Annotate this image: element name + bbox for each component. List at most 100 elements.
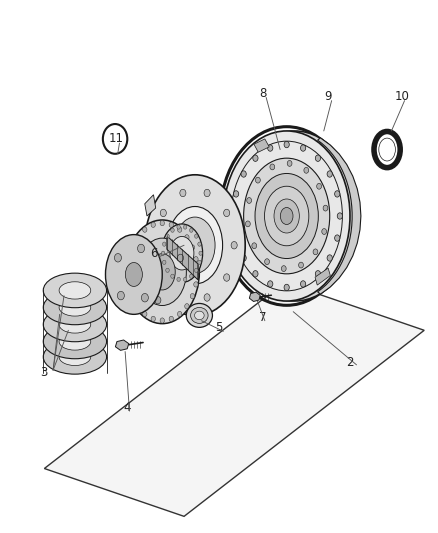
- Ellipse shape: [145, 175, 245, 316]
- Ellipse shape: [125, 220, 199, 324]
- Ellipse shape: [265, 186, 309, 246]
- Circle shape: [265, 259, 269, 264]
- Circle shape: [155, 296, 161, 304]
- Ellipse shape: [169, 222, 173, 228]
- Ellipse shape: [143, 227, 147, 232]
- Circle shape: [142, 251, 148, 258]
- Circle shape: [171, 274, 174, 278]
- Ellipse shape: [195, 269, 199, 274]
- Circle shape: [255, 177, 260, 183]
- Ellipse shape: [194, 282, 198, 287]
- Circle shape: [194, 268, 198, 272]
- Circle shape: [284, 284, 289, 290]
- Ellipse shape: [191, 308, 208, 324]
- Circle shape: [160, 274, 166, 281]
- Ellipse shape: [130, 245, 134, 250]
- Circle shape: [180, 189, 186, 197]
- Circle shape: [241, 255, 246, 261]
- Polygon shape: [249, 292, 260, 302]
- Circle shape: [177, 277, 180, 281]
- Ellipse shape: [167, 206, 223, 284]
- Circle shape: [287, 160, 292, 166]
- Polygon shape: [44, 282, 424, 516]
- Circle shape: [284, 141, 289, 148]
- Circle shape: [335, 235, 340, 241]
- Circle shape: [299, 262, 304, 268]
- Ellipse shape: [190, 245, 194, 250]
- Text: 10: 10: [395, 90, 410, 103]
- Ellipse shape: [130, 294, 134, 299]
- Circle shape: [162, 260, 166, 264]
- Circle shape: [204, 294, 210, 301]
- Ellipse shape: [149, 254, 175, 290]
- Ellipse shape: [170, 237, 194, 270]
- Circle shape: [233, 191, 239, 197]
- Polygon shape: [145, 195, 155, 216]
- Circle shape: [268, 281, 273, 287]
- Ellipse shape: [160, 318, 164, 323]
- Ellipse shape: [190, 294, 194, 299]
- Circle shape: [190, 228, 193, 232]
- Text: 11: 11: [109, 132, 124, 146]
- Circle shape: [253, 271, 258, 277]
- Ellipse shape: [59, 299, 91, 316]
- Ellipse shape: [138, 238, 186, 305]
- Circle shape: [247, 198, 251, 204]
- Circle shape: [300, 281, 306, 287]
- Circle shape: [177, 254, 184, 262]
- Circle shape: [315, 155, 321, 161]
- Ellipse shape: [379, 138, 396, 161]
- Text: 5: 5: [215, 321, 223, 334]
- Ellipse shape: [59, 333, 91, 350]
- Ellipse shape: [43, 290, 106, 325]
- Circle shape: [138, 244, 145, 253]
- Circle shape: [315, 271, 321, 277]
- Circle shape: [252, 243, 257, 249]
- Ellipse shape: [126, 282, 131, 287]
- Circle shape: [335, 191, 340, 197]
- Ellipse shape: [185, 235, 189, 240]
- Circle shape: [253, 155, 258, 161]
- Circle shape: [171, 228, 174, 232]
- Circle shape: [117, 292, 124, 300]
- Circle shape: [231, 241, 237, 249]
- Text: 7: 7: [259, 311, 266, 324]
- Ellipse shape: [43, 324, 106, 359]
- Ellipse shape: [185, 304, 189, 309]
- Text: 2: 2: [346, 356, 354, 369]
- Text: 9: 9: [325, 90, 332, 103]
- Ellipse shape: [145, 224, 160, 266]
- Text: 4: 4: [124, 401, 131, 414]
- Circle shape: [233, 235, 239, 241]
- Polygon shape: [167, 236, 198, 280]
- Circle shape: [161, 251, 165, 255]
- Ellipse shape: [194, 311, 204, 320]
- Circle shape: [281, 265, 286, 271]
- Ellipse shape: [280, 207, 293, 224]
- Ellipse shape: [59, 282, 91, 299]
- Polygon shape: [318, 138, 361, 294]
- Circle shape: [198, 260, 201, 264]
- Polygon shape: [315, 268, 330, 285]
- Circle shape: [177, 225, 180, 229]
- Circle shape: [270, 164, 275, 170]
- Ellipse shape: [156, 244, 184, 284]
- Ellipse shape: [169, 316, 173, 321]
- Circle shape: [327, 171, 332, 177]
- Polygon shape: [115, 340, 129, 350]
- Text: 3: 3: [41, 366, 48, 379]
- Circle shape: [199, 251, 202, 255]
- Ellipse shape: [255, 173, 318, 259]
- Ellipse shape: [177, 311, 182, 317]
- Circle shape: [322, 229, 327, 235]
- Ellipse shape: [43, 307, 106, 342]
- Circle shape: [162, 242, 166, 246]
- Ellipse shape: [160, 221, 164, 226]
- Ellipse shape: [177, 227, 182, 232]
- Circle shape: [300, 145, 306, 151]
- Circle shape: [245, 221, 250, 227]
- Ellipse shape: [135, 304, 140, 309]
- Ellipse shape: [59, 316, 91, 333]
- Ellipse shape: [106, 235, 162, 314]
- Ellipse shape: [186, 303, 212, 327]
